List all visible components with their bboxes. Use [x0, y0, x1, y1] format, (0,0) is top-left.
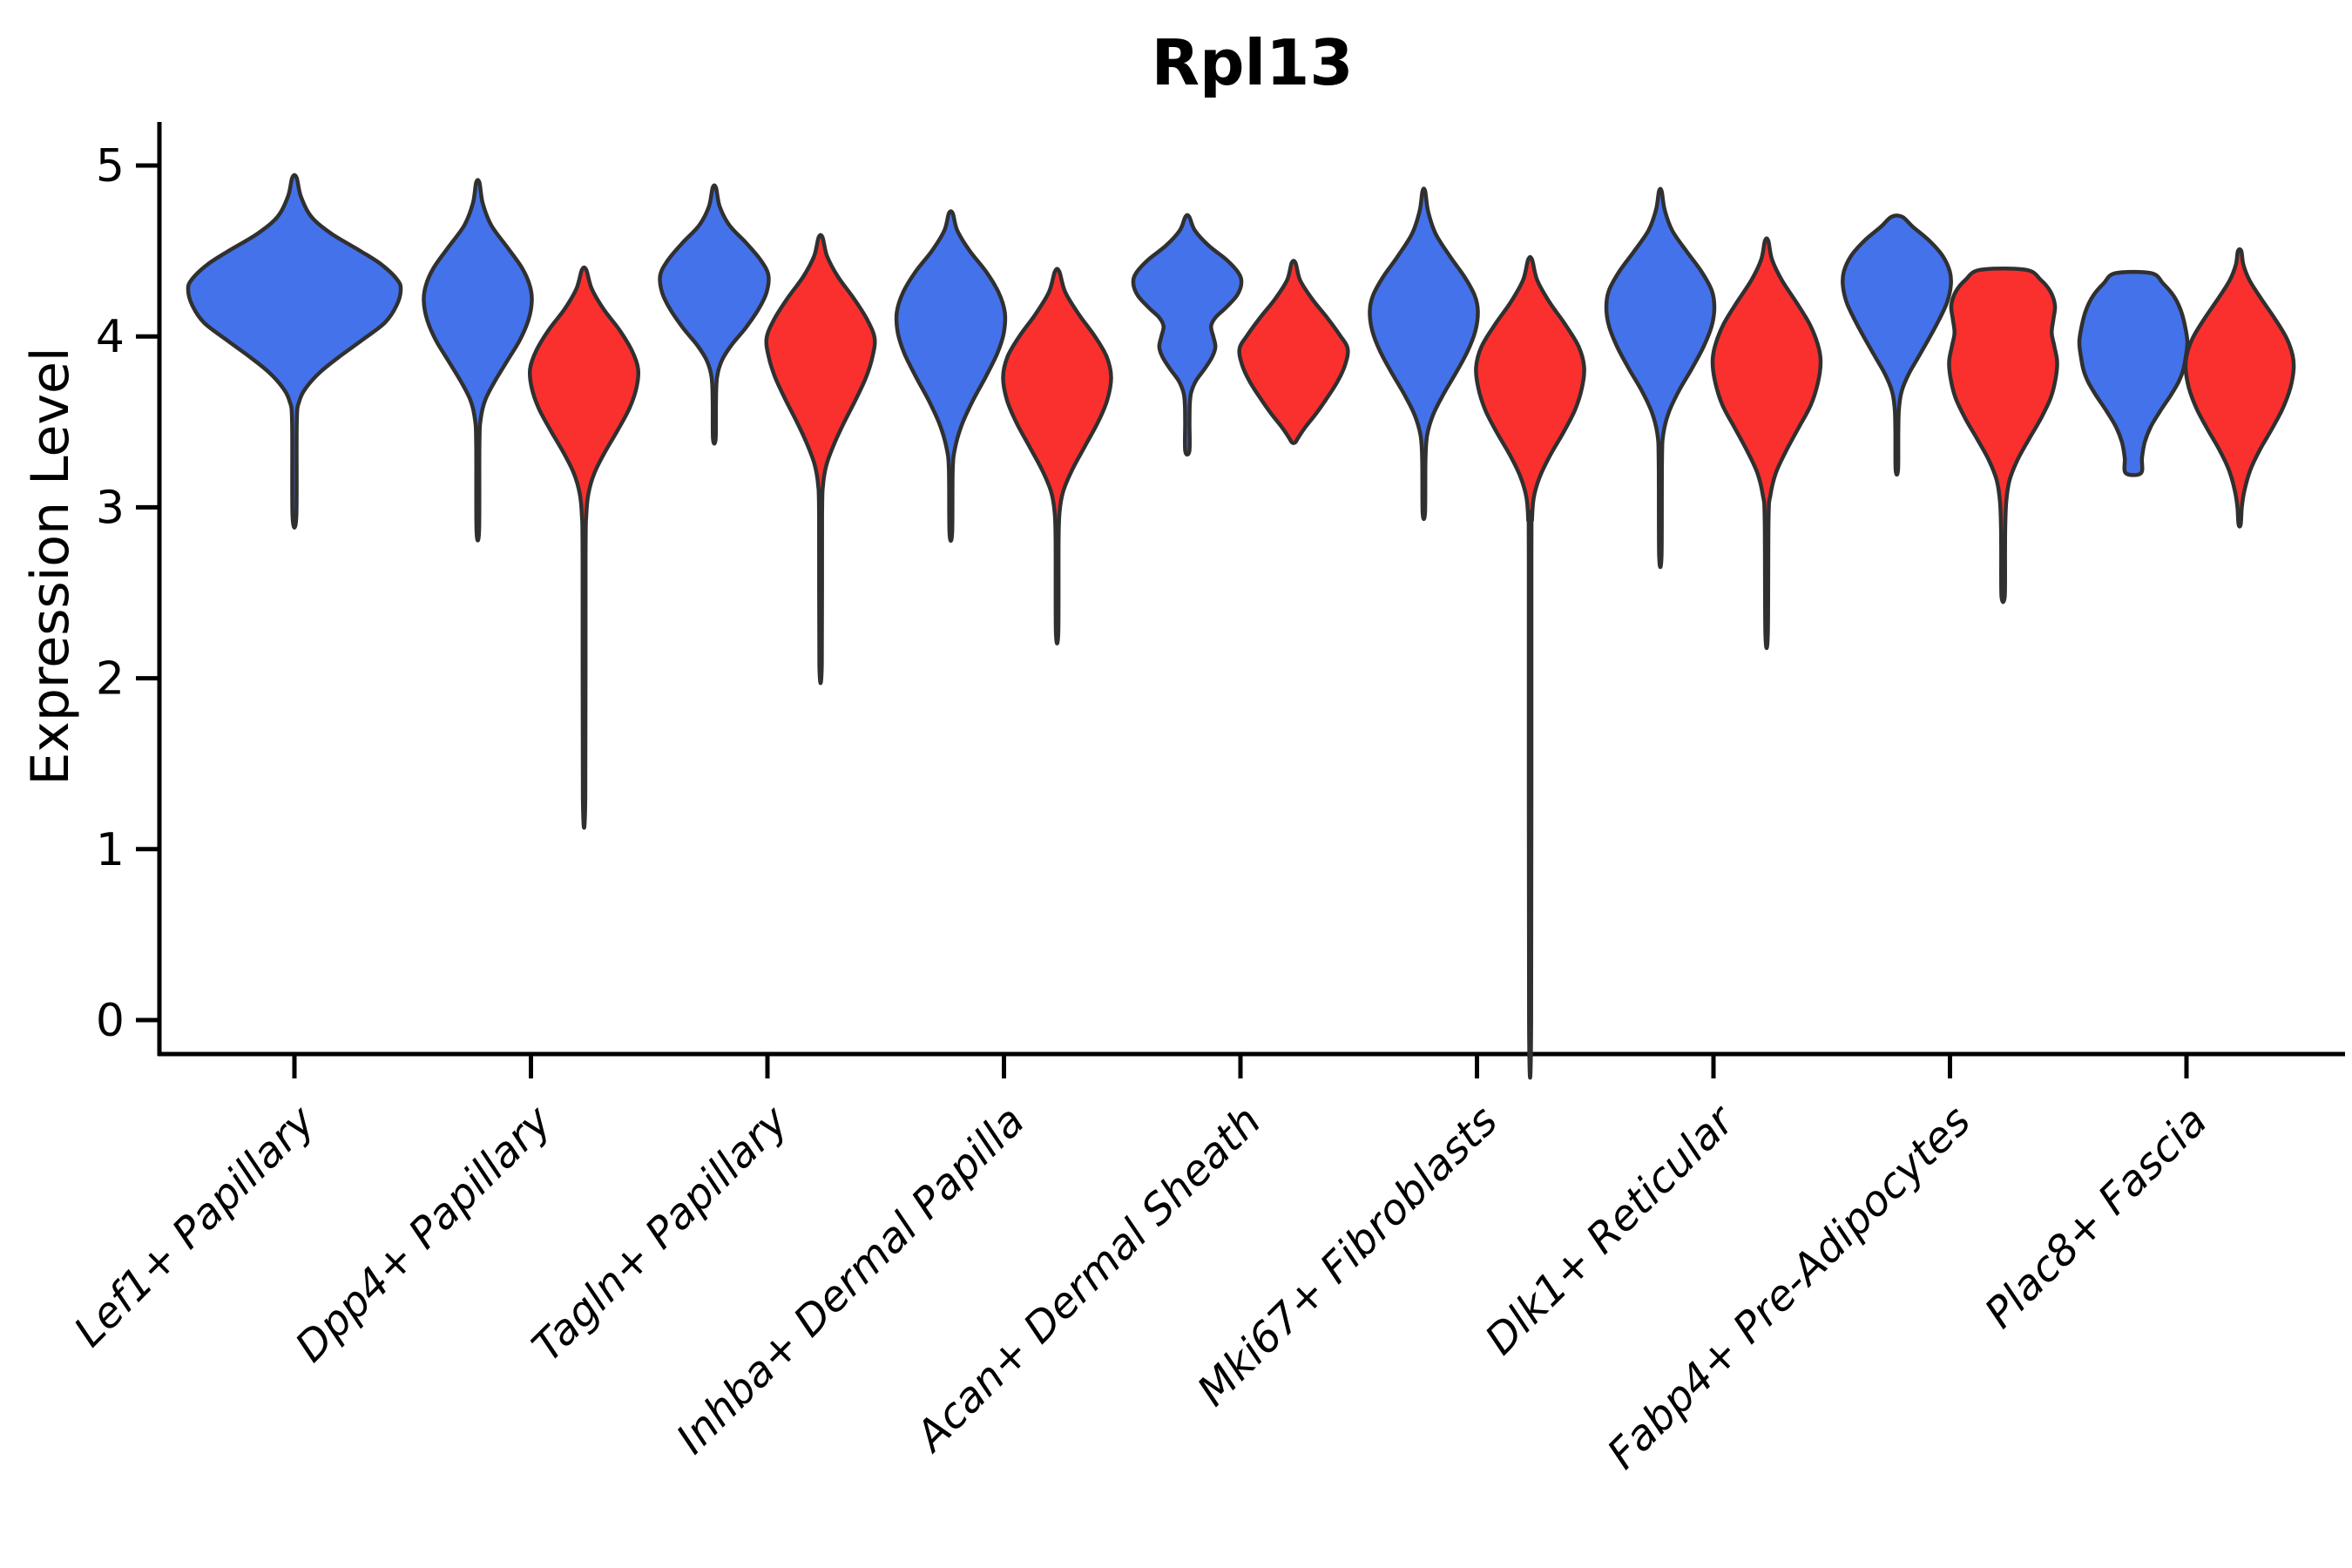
x-tick-label-lef1-papillary: Lef1+ Papillary [64, 1096, 325, 1356]
violin-acan-dermal-sheath-red [1237, 259, 1350, 445]
violin-acan-dermal-sheath-blue [1131, 213, 1244, 457]
y-axis-label: Expression Level [20, 347, 81, 786]
y-tick-label: 5 [96, 140, 125, 193]
y-tick-label: 3 [96, 482, 125, 534]
violin-inhba-dermal-papilla-red [1001, 267, 1113, 645]
chart-title: Rpl13 [1151, 26, 1354, 99]
x-tick-label-plac8-fascia: Plac8+ Fascia [1976, 1097, 2217, 1338]
violin-lef1-papillary-blue [186, 172, 403, 530]
violin-dpp4-papillary-blue [422, 178, 534, 543]
violin-plac8-fascia-blue [2077, 269, 2190, 477]
y-tick-label: 1 [96, 824, 125, 876]
y-tick-label: 2 [96, 653, 125, 706]
violin-inhba-dermal-papilla-blue [894, 209, 1008, 544]
violin-dpp4-papillary-red [527, 265, 641, 830]
violin-fabp4-pre-adipocytes-blue [1841, 213, 1953, 477]
x-tick-label-tagln-papillary: Tagln+ Papillary [523, 1096, 798, 1371]
y-tick-label: 4 [96, 311, 125, 363]
violin-dlk1-reticular-red [1710, 236, 1823, 651]
y-tick-label: 0 [96, 995, 125, 1047]
violin-plac8-fascia-red [2183, 247, 2296, 529]
violin-tagln-papillary-blue [658, 183, 771, 446]
x-tick-label-dlk1-reticular: Dlk1+ Reticular [1476, 1095, 1746, 1365]
violin-dlk1-reticular-blue [1604, 186, 1717, 570]
violin-mki67-fibroblasts-blue [1368, 186, 1480, 522]
violin-tagln-papillary-red [764, 233, 877, 686]
violin-fabp4-pre-adipocytes-red [1947, 266, 2059, 605]
x-tick-label-dpp4-papillary: Dpp4+ Papillary [286, 1096, 561, 1371]
violin-mki67-fibroblasts-red [1474, 254, 1586, 1080]
